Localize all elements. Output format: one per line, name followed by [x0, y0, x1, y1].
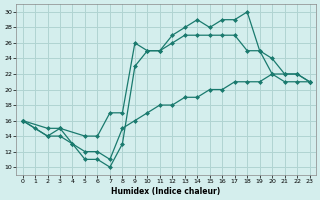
X-axis label: Humidex (Indice chaleur): Humidex (Indice chaleur) — [111, 187, 221, 196]
